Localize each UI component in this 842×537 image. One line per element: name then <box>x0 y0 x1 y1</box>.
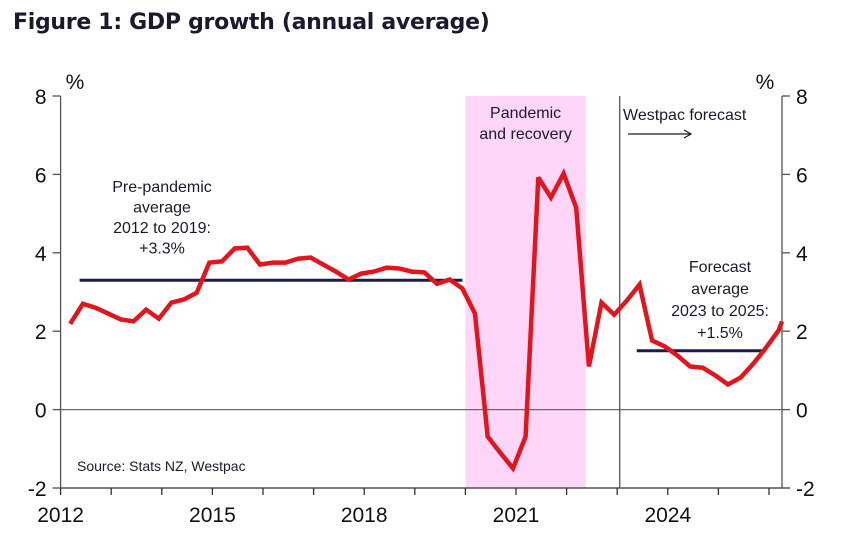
pandemic-region-label: Pandemic <box>490 105 561 122</box>
left-y-tick-label: 4 <box>35 243 47 266</box>
left-y-tick-label: -2 <box>28 478 47 501</box>
left-y-tick-label: 0 <box>35 400 47 423</box>
x-tick-label: 2021 <box>493 504 540 527</box>
left-y-axis-unit: % <box>66 71 85 94</box>
pre-pandemic-annotation: Pre-pandemic <box>112 179 212 196</box>
source-note: Source: Stats NZ, Westpac <box>77 458 246 474</box>
pre-pandemic-annotation: 2012 to 2019: <box>113 220 211 237</box>
left-y-tick-label: 8 <box>35 86 47 109</box>
pre-pandemic-annotation: +3.3% <box>139 241 185 258</box>
x-tick-label: 2024 <box>644 504 691 527</box>
right-y-axis-unit: % <box>756 71 775 94</box>
right-y-tick-label: 4 <box>796 243 808 266</box>
x-tick-label: 2015 <box>189 504 236 527</box>
forecast-annotation: average <box>691 281 749 298</box>
right-y-tick-label: -2 <box>796 478 815 501</box>
pandemic-region-label: and recovery <box>479 126 572 143</box>
left-y-tick-label: 6 <box>35 164 47 187</box>
right-y-tick-label: 2 <box>796 321 808 344</box>
x-tick-label: 2012 <box>37 504 84 527</box>
right-y-tick-label: 0 <box>796 400 808 423</box>
left-y-tick-label: 2 <box>35 321 47 344</box>
x-tick-label: 2018 <box>341 504 388 527</box>
right-y-tick-label: 6 <box>796 164 808 187</box>
forecast-label: Westpac forecast <box>623 107 747 124</box>
pre-pandemic-annotation: average <box>133 200 191 217</box>
right-y-tick-label: 8 <box>796 86 808 109</box>
forecast-arrow-head-icon <box>683 129 693 139</box>
chart-title: Figure 1: GDP growth (annual average) <box>13 10 490 35</box>
forecast-annotation: +1.5% <box>697 325 743 342</box>
forecast-annotation: Forecast <box>689 259 752 276</box>
gdp-growth-line <box>68 168 785 473</box>
forecast-annotation: 2023 to 2025: <box>671 303 769 320</box>
